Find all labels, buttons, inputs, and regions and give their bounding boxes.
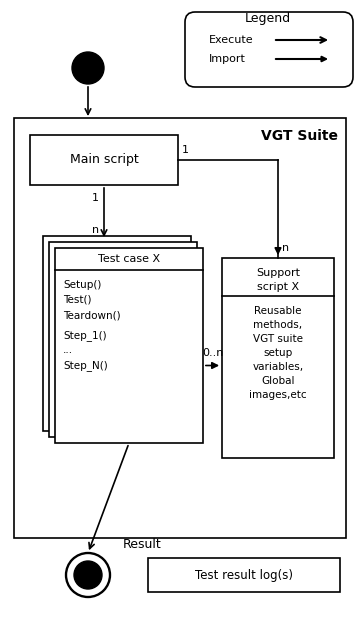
Text: Execute: Execute: [209, 35, 253, 45]
Text: n: n: [282, 243, 289, 253]
Text: methods,: methods,: [253, 320, 303, 330]
Text: Setup(): Setup(): [63, 280, 101, 290]
Text: images,etc: images,etc: [249, 390, 307, 400]
Text: Reusable: Reusable: [254, 306, 302, 316]
Text: Result: Result: [123, 538, 162, 552]
Bar: [49, 242, 197, 437]
Text: variables,: variables,: [252, 362, 304, 372]
Text: Main script: Main script: [70, 154, 138, 166]
Text: ...: ...: [63, 345, 73, 355]
Text: 1: 1: [182, 145, 189, 155]
Text: Test(): Test(): [63, 295, 92, 305]
Circle shape: [74, 561, 102, 589]
Text: VGT suite: VGT suite: [253, 334, 303, 344]
Bar: [55, 248, 203, 443]
Text: n: n: [92, 225, 99, 235]
Text: setup: setup: [264, 348, 293, 358]
FancyBboxPatch shape: [185, 12, 353, 87]
Text: Import: Import: [209, 54, 246, 64]
Bar: [148, 558, 340, 592]
Text: Step_N(): Step_N(): [63, 360, 108, 371]
Text: Global: Global: [261, 376, 295, 386]
Text: script X: script X: [257, 282, 299, 292]
Text: Step_1(): Step_1(): [63, 330, 107, 341]
Text: 1: 1: [92, 193, 99, 203]
Text: Legend: Legend: [245, 12, 291, 25]
Text: VGT Suite: VGT Suite: [261, 129, 338, 143]
Text: Test case X: Test case X: [98, 254, 160, 264]
Text: Support: Support: [256, 268, 300, 278]
Text: 0..n: 0..n: [202, 349, 223, 359]
Bar: [30, 135, 178, 185]
Text: Test result log(s): Test result log(s): [195, 568, 293, 582]
Bar: [222, 258, 334, 458]
Circle shape: [72, 52, 104, 84]
Bar: [14, 118, 346, 538]
Circle shape: [66, 553, 110, 597]
Bar: [43, 236, 191, 431]
Text: Teardown(): Teardown(): [63, 310, 121, 320]
